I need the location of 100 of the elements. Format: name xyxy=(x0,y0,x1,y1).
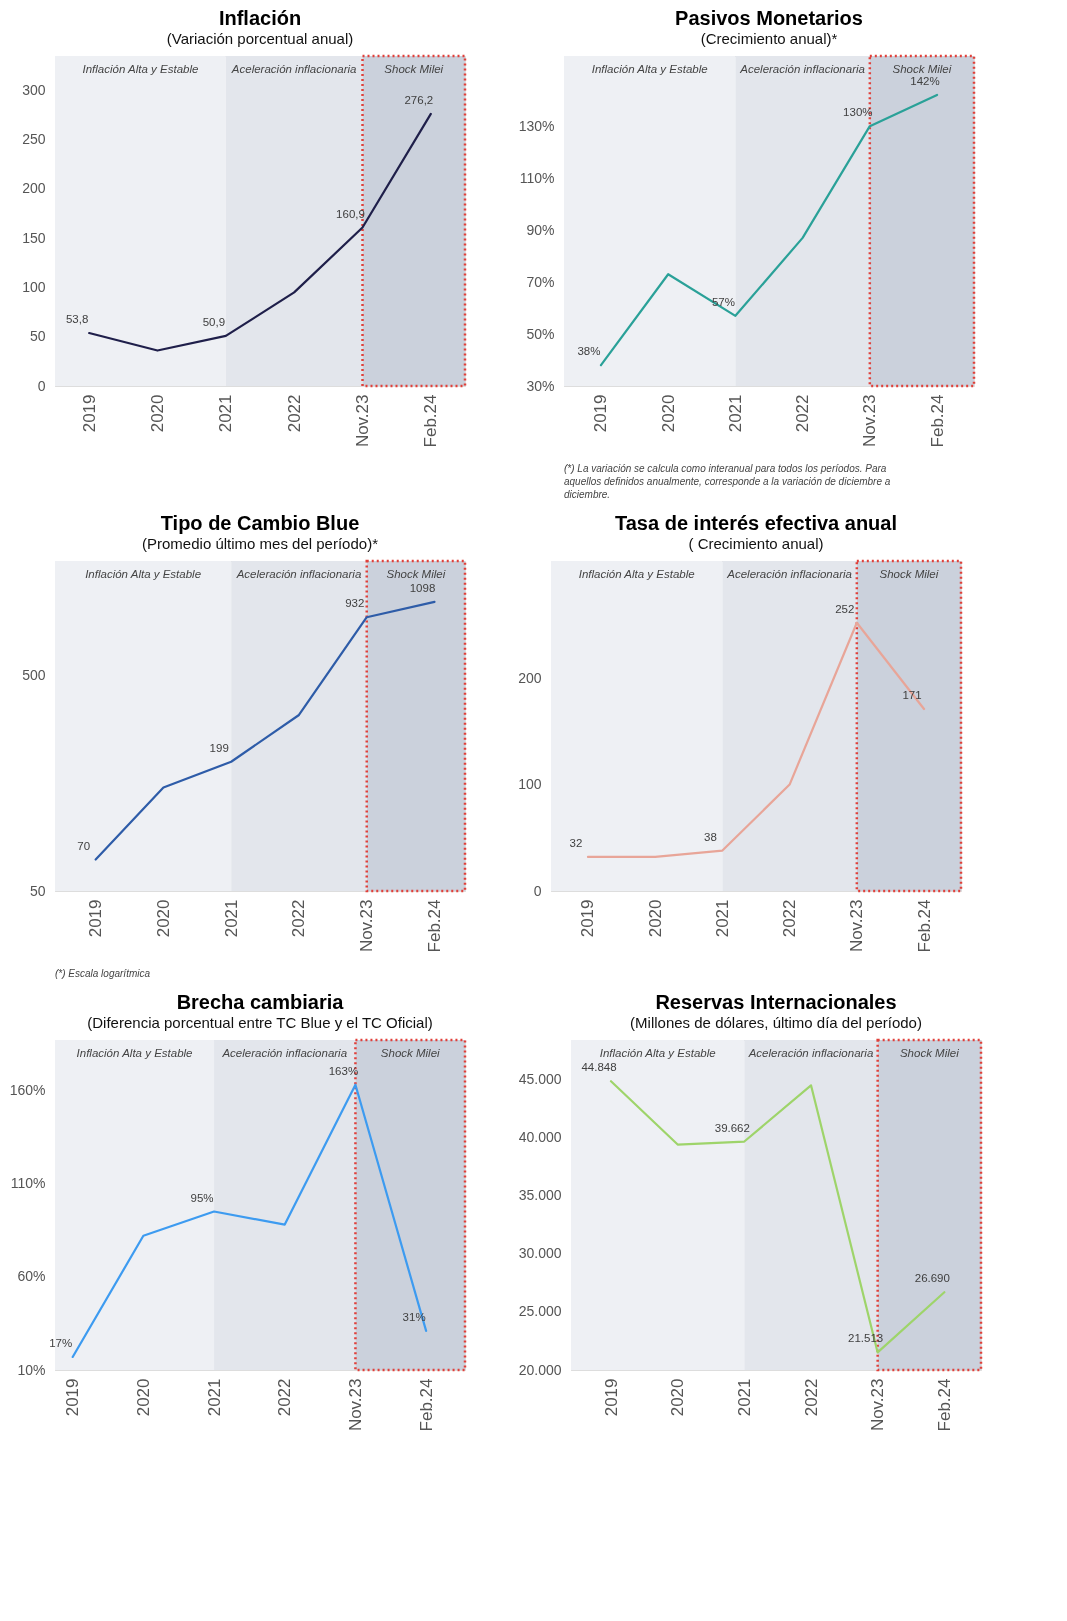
data-label: 276,2 xyxy=(404,93,434,106)
y-tick-label: 40.000 xyxy=(518,1129,562,1146)
data-label: 53,8 xyxy=(65,313,89,325)
x-tick-label: 2019 xyxy=(601,1378,621,1417)
data-label: 130% xyxy=(843,106,873,119)
chart-title: Pasivos Monetarios xyxy=(675,6,863,29)
y-tick-label: 110% xyxy=(519,169,555,186)
chart-title: Inflación xyxy=(218,6,302,29)
data-label: 26.690 xyxy=(914,1272,950,1285)
band-label: Inflación Alta y Estable xyxy=(82,63,199,75)
line-series xyxy=(599,93,939,367)
y-tick-label: 110% xyxy=(10,1175,46,1192)
y-tick-label: 30.000 xyxy=(518,1245,562,1262)
x-tick-label: Feb.24 xyxy=(934,1378,954,1432)
chart-title: Reservas Internacionales xyxy=(655,990,897,1013)
band-label: Shock Milei xyxy=(892,63,952,75)
x-tick-label: 2021 xyxy=(216,394,236,433)
y-tick-label: 200 xyxy=(518,669,542,686)
data-label: 70 xyxy=(77,839,91,852)
data-label: 199 xyxy=(209,741,229,754)
chart-subtitle: (Promedio último mes del período)* xyxy=(142,534,379,552)
x-tick-label: Nov.23 xyxy=(345,1378,365,1432)
y-tick-label: 20.000 xyxy=(518,1361,562,1378)
data-label: 39.662 xyxy=(714,1121,750,1134)
y-tick-label: 100 xyxy=(518,776,542,793)
band-label: Aceleración inflacionaria xyxy=(235,568,362,580)
band-label: Inflación Alta y Estable xyxy=(85,568,202,580)
y-tick-label: 30% xyxy=(526,377,555,394)
x-tick-label: Feb.24 xyxy=(914,899,934,953)
chart-subtitle: (Variación porcentual anual) xyxy=(166,29,354,47)
x-tick-label: 2021 xyxy=(712,899,732,938)
x-tick-label: 2020 xyxy=(668,1378,688,1417)
line-series xyxy=(71,1083,428,1359)
data-label: 57% xyxy=(711,295,735,308)
x-tick-label: 2021 xyxy=(734,1378,754,1417)
x-tick-label: 2021 xyxy=(725,394,745,433)
x-tick-label: 2020 xyxy=(148,394,167,433)
y-tick-label: 100 xyxy=(22,278,46,295)
band-label: Inflación Alta y Estable xyxy=(599,1047,716,1059)
x-tick-label: Feb.24 xyxy=(421,394,441,448)
data-label: 932 xyxy=(345,597,365,610)
y-tick-label: 150 xyxy=(22,229,46,246)
x-tick-label: 2022 xyxy=(289,899,309,938)
data-label: 1098 xyxy=(409,581,436,594)
line-series xyxy=(586,621,926,859)
x-tick-label: 2021 xyxy=(204,1378,224,1417)
y-tick-label: 60% xyxy=(17,1268,46,1285)
x-tick-label: Nov.23 xyxy=(357,899,377,953)
y-tick-label: 45.000 xyxy=(518,1071,562,1088)
x-tick-label: 2022 xyxy=(780,899,800,938)
band-label: Inflación Alta y Estable xyxy=(578,568,695,580)
x-tick-label: 2021 xyxy=(221,899,241,938)
y-tick-label: 25.000 xyxy=(518,1303,562,1320)
text: (*) Escala logarítmica xyxy=(55,968,151,979)
y-tick-label: 160% xyxy=(9,1081,46,1098)
band-label: Aceleración inflacionaria xyxy=(726,568,852,580)
data-label: 252 xyxy=(835,602,855,615)
x-tick-label: 2022 xyxy=(793,394,813,433)
x-tick-label: 2020 xyxy=(658,394,678,433)
data-label: 38% xyxy=(577,345,601,358)
x-tick-label: Nov.23 xyxy=(353,394,372,448)
y-tick-label: 50 xyxy=(29,882,46,899)
x-tick-label: 2019 xyxy=(578,899,598,938)
x-tick-label: Nov.23 xyxy=(847,899,867,953)
x-tick-label: 2020 xyxy=(133,1378,153,1417)
x-tick-label: 2020 xyxy=(645,899,665,938)
chart-subtitle: (Diferencia porcentual entre TC Blue y el TC Oficial) xyxy=(87,1013,433,1031)
x-tick-label: Feb.24 xyxy=(425,899,444,953)
band-label: Shock Milei xyxy=(899,1047,960,1059)
line-series xyxy=(94,600,436,861)
y-tick-label: 10% xyxy=(17,1361,46,1378)
x-tick-label: 2022 xyxy=(801,1378,821,1417)
data-label: 17% xyxy=(49,1336,73,1349)
band-label: Shock Milei xyxy=(386,568,446,580)
x-tick-label: 2022 xyxy=(284,394,304,433)
band-label: Shock Milei xyxy=(879,568,939,580)
data-label: 38 xyxy=(703,830,717,843)
data-label: 95% xyxy=(190,1191,214,1204)
band-label: Aceleración inflacionaria xyxy=(230,63,357,75)
x-tick-label: 2019 xyxy=(591,394,611,433)
x-tick-label: Nov.23 xyxy=(860,394,880,448)
line-series xyxy=(88,112,432,352)
y-tick-label: 50% xyxy=(526,325,555,342)
x-tick-label: Feb.24 xyxy=(927,394,947,448)
y-tick-label: 500 xyxy=(22,667,46,684)
y-tick-label: 200 xyxy=(22,180,46,197)
data-label: 160,9 xyxy=(336,207,365,220)
x-tick-label: 2019 xyxy=(79,394,99,433)
data-label: 142% xyxy=(910,74,940,87)
chart-title: Tasa de interés efectiva anual xyxy=(615,511,897,534)
x-tick-label: Feb.24 xyxy=(416,1378,436,1432)
y-tick-label: 50 xyxy=(29,328,46,345)
y-tick-label: 130% xyxy=(518,117,555,134)
chart-title: Tipo de Cambio Blue xyxy=(160,511,360,534)
band-label: Aceleración inflacionaria xyxy=(747,1047,874,1059)
band-label: Inflación Alta y Estable xyxy=(591,63,708,75)
data-label: 171 xyxy=(902,688,922,701)
chart-subtitle: ( Crecimiento anual) xyxy=(688,534,824,552)
x-tick-label: Nov.23 xyxy=(868,1378,888,1432)
y-tick-label: 70% xyxy=(526,273,555,290)
